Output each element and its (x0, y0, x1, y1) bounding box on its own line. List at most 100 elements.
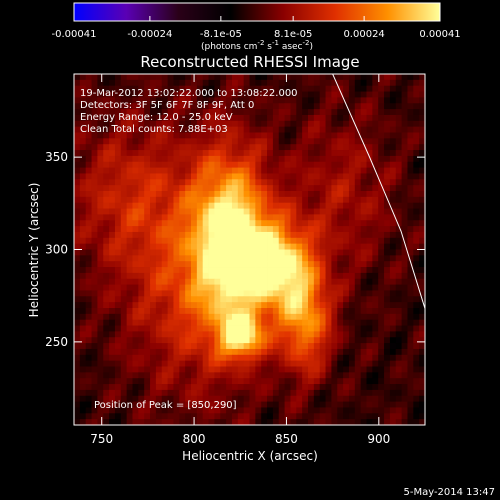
heatmap-cell (126, 255, 133, 262)
heatmap-cell (226, 348, 233, 356)
heatmap-cell (167, 348, 174, 356)
heatmap-cell (249, 214, 256, 221)
heatmap-cell (85, 208, 92, 215)
heatmap-cell (114, 179, 122, 186)
heatmap-cell (138, 138, 145, 145)
heatmap-cell (97, 191, 104, 198)
heatmap-cell (191, 249, 198, 256)
heatmap-cell (407, 167, 414, 174)
heatmap-cell (255, 401, 262, 408)
heatmap-cell (161, 284, 168, 291)
heatmap-cell (331, 97, 338, 104)
heatmap-cell (167, 419, 174, 425)
heatmap-cell (138, 150, 145, 157)
heatmap-cell (272, 401, 280, 408)
heatmap-cell (179, 395, 186, 402)
heatmap-cell (74, 208, 81, 215)
heatmap-cell (138, 419, 145, 425)
heatmap-cell (185, 208, 192, 215)
heatmap-cell (185, 231, 192, 239)
heatmap-cell (413, 267, 420, 274)
heatmap-cell (150, 308, 157, 315)
heatmap-cell (161, 343, 168, 350)
heatmap-cell (120, 208, 128, 215)
heatmap-cell (132, 91, 139, 98)
heatmap-cell (337, 325, 344, 332)
heatmap-cell (389, 237, 397, 245)
heatmap-cell (278, 114, 285, 122)
heatmap-cell (249, 103, 256, 110)
heatmap-cell (354, 249, 362, 256)
heatmap-cell (384, 231, 391, 239)
heatmap-cell (337, 419, 344, 425)
heatmap-cell (85, 114, 92, 122)
heatmap-cell (132, 79, 139, 87)
heatmap-cell (413, 202, 420, 209)
heatmap-cell (79, 389, 87, 397)
heatmap-cell (360, 395, 367, 402)
heatmap-cell (226, 366, 233, 373)
heatmap-cell (243, 296, 250, 303)
heatmap-cell (231, 179, 239, 186)
heatmap-cell (161, 331, 168, 338)
heatmap-cell (196, 319, 204, 326)
heatmap-cell (243, 419, 250, 425)
heatmap-cell (173, 237, 180, 245)
heatmap-cell (278, 155, 285, 163)
heatmap-cell (144, 103, 151, 110)
heatmap-cell (284, 138, 291, 145)
heatmap-cell (290, 243, 297, 250)
heatmap-cell (237, 97, 245, 104)
heatmap-cell (231, 267, 239, 274)
heatmap-cell (103, 366, 110, 373)
heatmap-cell (372, 120, 379, 128)
heatmap-cell (138, 97, 145, 104)
heatmap-cell (97, 278, 104, 285)
heatmap-cell (114, 85, 122, 92)
heatmap-cell (109, 185, 116, 192)
heatmap-cell (155, 97, 163, 104)
heatmap-cell (179, 126, 186, 133)
heatmap-cell (395, 155, 402, 163)
heatmap-cell (360, 325, 367, 332)
heatmap-cell (401, 109, 408, 116)
heatmap-cell (74, 343, 81, 350)
heatmap-cell (97, 419, 104, 425)
heatmap-cell (255, 384, 262, 391)
heatmap-cell (284, 255, 291, 262)
heatmap-cell (185, 272, 192, 280)
heatmap-cell (231, 384, 239, 391)
heatmap-cell (284, 389, 291, 397)
heatmap-cell (389, 331, 397, 338)
heatmap-cell (267, 255, 274, 262)
heatmap-cell (114, 167, 122, 174)
heatmap-cell (360, 319, 367, 326)
heatmap-cell (167, 372, 174, 379)
heatmap-cell (161, 319, 168, 326)
heatmap-cell (348, 401, 356, 408)
heatmap-cell (173, 79, 180, 87)
heatmap-cell (308, 348, 315, 356)
heatmap-cell (290, 191, 297, 198)
heatmap-cell (144, 325, 151, 332)
heatmap-cell (366, 313, 373, 321)
heatmap-cell (74, 161, 81, 168)
heatmap-cell (79, 272, 87, 280)
heatmap-cell (196, 161, 204, 168)
heatmap-cell (138, 413, 145, 420)
heatmap-cell (79, 167, 87, 174)
heatmap-cell (132, 144, 139, 151)
heatmap-cell (407, 91, 414, 98)
heatmap-cell (220, 132, 227, 139)
heatmap-cell (237, 401, 245, 408)
heatmap-cell (208, 85, 215, 92)
heatmap-cell (126, 360, 133, 367)
heatmap-cell (85, 419, 92, 425)
heatmap-cell (79, 138, 87, 145)
heatmap-cell (191, 155, 198, 163)
heatmap-cell (243, 272, 250, 280)
heatmap-cell (378, 226, 385, 233)
heatmap-cell (150, 155, 157, 163)
heatmap-cell (343, 202, 350, 209)
heatmap-cell (325, 161, 332, 168)
